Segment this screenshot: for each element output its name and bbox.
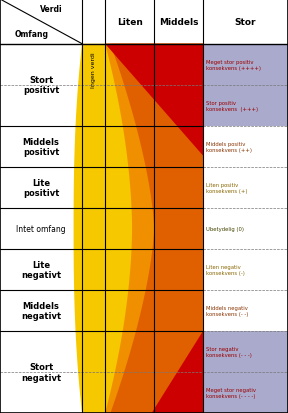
Text: Middels negativ
konsekvens (- -): Middels negativ konsekvens (- -) xyxy=(206,305,249,316)
Text: Middels: Middels xyxy=(159,18,198,27)
Text: Middels
positivt: Middels positivt xyxy=(22,137,60,157)
Bar xyxy=(203,372,288,413)
Text: Stort
positivt: Stort positivt xyxy=(23,76,59,95)
Polygon shape xyxy=(110,45,203,413)
Text: Meget stor negativ
konsekvens (- - - -): Meget stor negativ konsekvens (- - - -) xyxy=(206,387,257,398)
Polygon shape xyxy=(105,45,203,167)
Polygon shape xyxy=(105,45,203,413)
Text: Lite
positivt: Lite positivt xyxy=(23,178,59,197)
Bar xyxy=(203,331,288,372)
Text: Intet omfang: Intet omfang xyxy=(16,224,66,233)
Text: Ingen verdi: Ingen verdi xyxy=(91,52,96,88)
Text: Ubetydelig (0): Ubetydelig (0) xyxy=(206,226,245,231)
Polygon shape xyxy=(74,45,203,413)
Polygon shape xyxy=(151,331,203,413)
Text: Stor negativ
konsekvens (- - -): Stor negativ konsekvens (- - -) xyxy=(206,346,252,357)
Text: Stort
negativt: Stort negativt xyxy=(21,362,61,382)
Text: Lite
negativt: Lite negativt xyxy=(21,260,61,280)
Text: Liten positiv
konsekvens (+): Liten positiv konsekvens (+) xyxy=(206,182,248,193)
Bar xyxy=(203,85,288,126)
Text: Liten negativ
konsekvens (-): Liten negativ konsekvens (-) xyxy=(206,264,245,275)
Bar xyxy=(203,45,288,85)
Text: Middels positiv
konsekvens (++): Middels positiv konsekvens (++) xyxy=(206,141,253,152)
Text: Middels
negativt: Middels negativt xyxy=(21,301,61,320)
Text: Verdi: Verdi xyxy=(39,5,62,14)
Text: Liten: Liten xyxy=(117,18,143,27)
Text: Stor: Stor xyxy=(235,18,256,27)
Text: Meget stor positiv
konsekvens (++++): Meget stor positiv konsekvens (++++) xyxy=(206,59,262,71)
Text: Omfang: Omfang xyxy=(14,30,48,39)
Text: Stor positiv
konsekvens  (+++): Stor positiv konsekvens (+++) xyxy=(206,100,259,112)
